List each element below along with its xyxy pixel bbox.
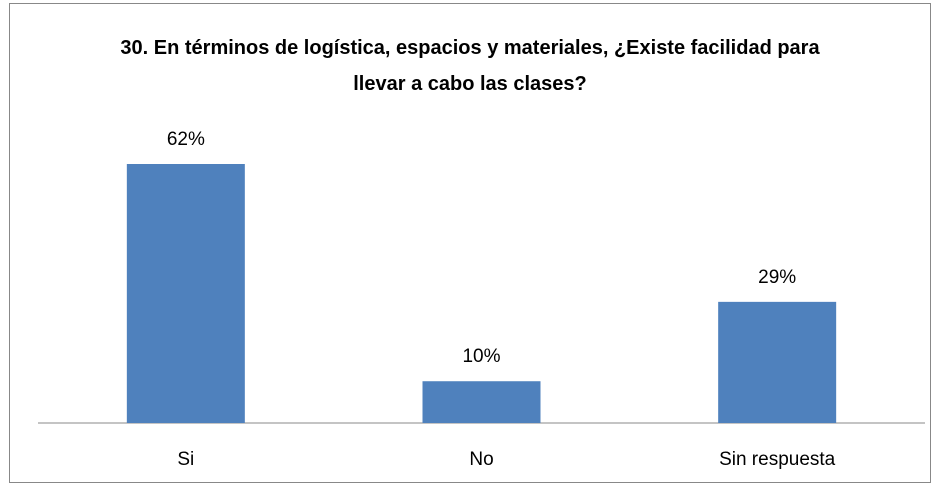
data-label: 62%: [167, 129, 205, 150]
x-tick-label: No: [469, 449, 493, 470]
x-tick-label: Sin respuesta: [719, 449, 836, 470]
bar: [126, 164, 245, 423]
bar: [718, 301, 837, 423]
data-label: 29%: [758, 267, 796, 288]
data-label: 10%: [462, 346, 500, 367]
chart-title: 30. En términos de logística, espacios y…: [120, 37, 820, 95]
bar: [422, 381, 541, 423]
x-tick-label: Si: [177, 449, 194, 470]
